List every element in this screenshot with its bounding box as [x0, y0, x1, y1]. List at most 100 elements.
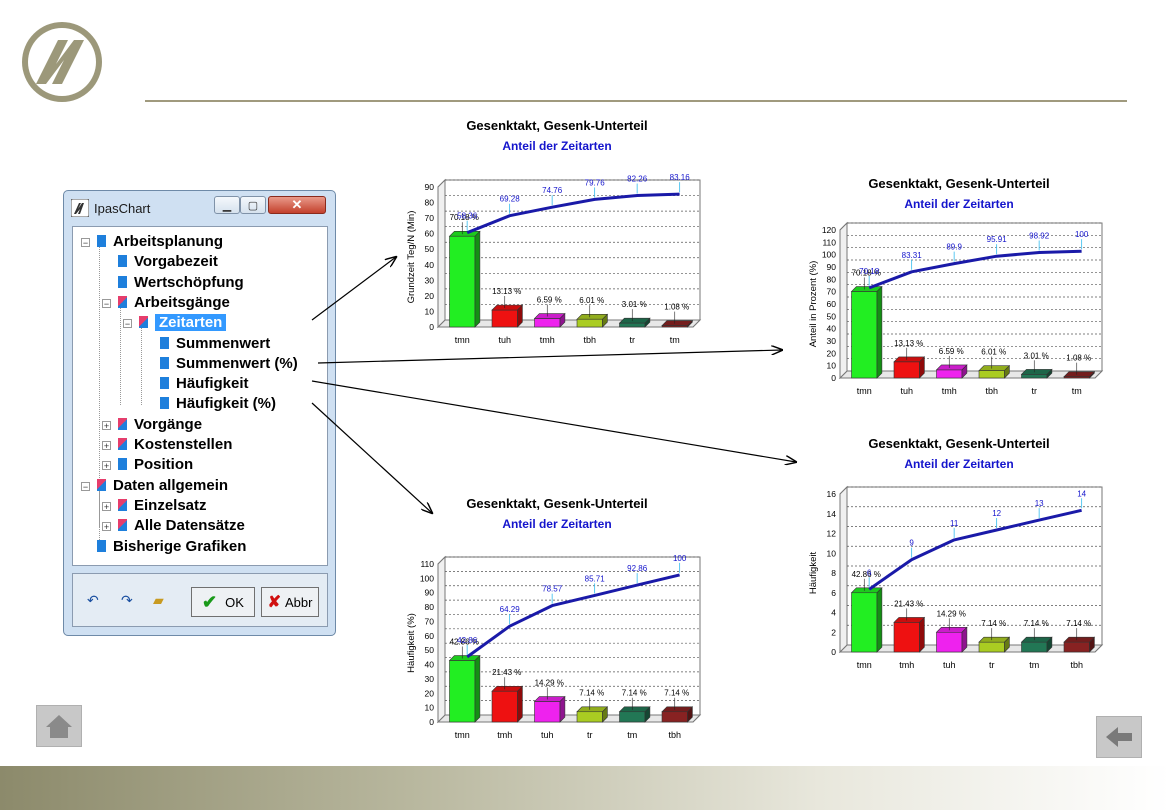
cumulative-label: 70.18 [859, 267, 880, 276]
cumulative-label: 11 [950, 519, 959, 528]
cross-icon: ✘ [267, 594, 281, 611]
expand-icon[interactable]: + [102, 420, 111, 431]
tree-item-8[interactable]: Häufigkeit (%) [160, 395, 276, 413]
chart-subtitle: Anteil der Zeitarten [904, 457, 1013, 471]
tree-item-label: Summenwert [176, 334, 271, 352]
x-tick-label: tm [670, 335, 680, 345]
y-tick-label: 80 [827, 274, 837, 284]
folder-chart-icon [118, 498, 127, 511]
bar-side-tm [644, 706, 651, 723]
back-button[interactable] [1096, 716, 1142, 758]
x-tick-label: tm [1029, 660, 1039, 670]
bar-label: 7.14 % [1024, 619, 1049, 628]
bar-side-tmn [474, 230, 481, 328]
bar-side-tmn [876, 587, 883, 653]
chart-icon [160, 356, 169, 369]
bar-side-tbh [1089, 636, 1095, 653]
bar-side-tbh [602, 313, 608, 328]
bar-label: 42.86 % [852, 570, 881, 579]
tree-item-9[interactable]: Vorgänge [118, 416, 202, 434]
y-tick-label: 12 [827, 529, 837, 539]
y-tick-label: 50 [827, 311, 837, 321]
tree-view[interactable]: − Arbeitsplanung Vorgabezeit Wertschöpfung −… [72, 226, 328, 566]
y-tick-label: 70 [827, 287, 837, 297]
ok-button[interactable]: ✔ OK [191, 587, 255, 617]
y-tick-label: 0 [429, 322, 434, 332]
y-tick-label: 10 [425, 306, 435, 316]
collapse-icon[interactable]: − [123, 319, 132, 330]
minimize-button[interactable]: ▁ [214, 196, 240, 214]
collapse-icon[interactable]: − [81, 238, 90, 248]
bar-label: 7.14 % [664, 689, 689, 698]
tree-item-0[interactable]: Arbeitsplanung [97, 233, 223, 251]
expand-icon[interactable]: + [102, 501, 111, 512]
x-tick-label: tmn [455, 335, 470, 345]
bar-label: 21.43 % [894, 599, 923, 608]
maximize-button[interactable]: ▢ [240, 196, 266, 214]
tree-item-13[interactable]: Einzelsatz [118, 497, 207, 515]
tree-item-1[interactable]: Vorgabezeit [118, 253, 218, 271]
tree-guide-line [99, 490, 100, 528]
tree-item-14[interactable]: Alle Datensätze [118, 517, 245, 535]
arrow-to-summenwert-percent [317, 350, 782, 364]
cancel-button[interactable]: ✘ Abbr [261, 587, 319, 617]
close-button[interactable]: ✕ [268, 196, 326, 214]
home-button[interactable] [36, 705, 82, 747]
open-folder-icon[interactable]: ▰ [153, 592, 164, 608]
tree-item-label: Kostenstellen [134, 436, 233, 453]
y-tick-label: 110 [420, 559, 434, 569]
tree-item-12[interactable]: Daten allgemein [97, 477, 228, 495]
bar-label: 6.01 % [981, 348, 1006, 357]
y-tick-label: 100 [420, 573, 434, 583]
arrow-to-summenwert [311, 257, 396, 321]
tree-item-label: Arbeitsgänge [134, 293, 230, 311]
x-tick-label: tuh [541, 730, 554, 740]
y-tick-label: 10 [827, 548, 837, 558]
tree-item-5[interactable]: Summenwert [160, 335, 270, 353]
chart-haeufigkeit-percent: Gesenktakt, Gesenk-Unterteil Anteil der Z… [406, 496, 702, 740]
tree-item-6[interactable]: Summenwert (%) [160, 355, 298, 373]
chart-haeufigkeit: Gesenktakt, Gesenk-Unterteil Anteil der Z… [808, 436, 1104, 670]
tree-item-label: Häufigkeit (%) [176, 395, 277, 413]
chart-title: Gesenktakt, Gesenk-Unterteil [466, 496, 647, 511]
x-tick-label: tuh [900, 386, 913, 396]
tree-item-4[interactable]: Zeitarten [139, 314, 227, 332]
x-tick-label: tmh [942, 386, 957, 396]
tree-item-10[interactable]: Kostenstellen [118, 436, 232, 454]
tree-item-7[interactable]: Häufigkeit [160, 375, 249, 393]
x-tick-label: tmn [455, 730, 470, 740]
tree-item-15[interactable]: Bisherige Grafiken [97, 538, 246, 556]
y-tick-label: 80 [425, 198, 435, 208]
x-tick-label: tr [630, 335, 636, 345]
y-tick-label: 14 [827, 509, 837, 519]
y-tick-label: 50 [425, 244, 435, 254]
bar-side-tmh [559, 312, 566, 328]
collapse-icon[interactable]: − [102, 298, 111, 309]
cumulative-label: 78.57 [542, 585, 563, 594]
y-tick-label: 60 [425, 229, 435, 239]
cumulative-curve [466, 192, 680, 235]
redo-icon[interactable]: ↷ [121, 592, 133, 608]
tree-item-2[interactable]: Wertschöpfung [118, 274, 244, 292]
arrow-to-haeufigkeit [311, 380, 796, 462]
x-tick-label: tuh [943, 660, 956, 670]
tree-item-label: Wertschöpfung [134, 273, 244, 291]
bar-side-tr [602, 706, 608, 723]
tree-item-label: Summenwert (%) [176, 354, 298, 372]
bar-side-tuh [961, 626, 968, 653]
expand-icon[interactable]: + [102, 441, 111, 451]
undo-icon[interactable]: ↶ [87, 592, 99, 608]
y-tick-label: 70 [425, 213, 435, 223]
x-tick-label: tbh [985, 386, 998, 396]
y-tick-label: 0 [429, 717, 434, 727]
expand-icon[interactable]: + [102, 522, 111, 533]
tree-item-3[interactable]: Arbeitsgänge [118, 294, 230, 312]
y-tick-label: 20 [425, 688, 435, 698]
y-tick-label: 70 [425, 616, 435, 626]
tree-item-label: Häufigkeit [176, 375, 249, 393]
tree-item-11[interactable]: Position [118, 456, 193, 474]
cumulative-label: 82.26 [627, 175, 648, 184]
collapse-icon[interactable]: − [81, 481, 90, 492]
expand-icon[interactable]: + [102, 461, 111, 472]
cumulative-label: 12 [992, 509, 1001, 518]
